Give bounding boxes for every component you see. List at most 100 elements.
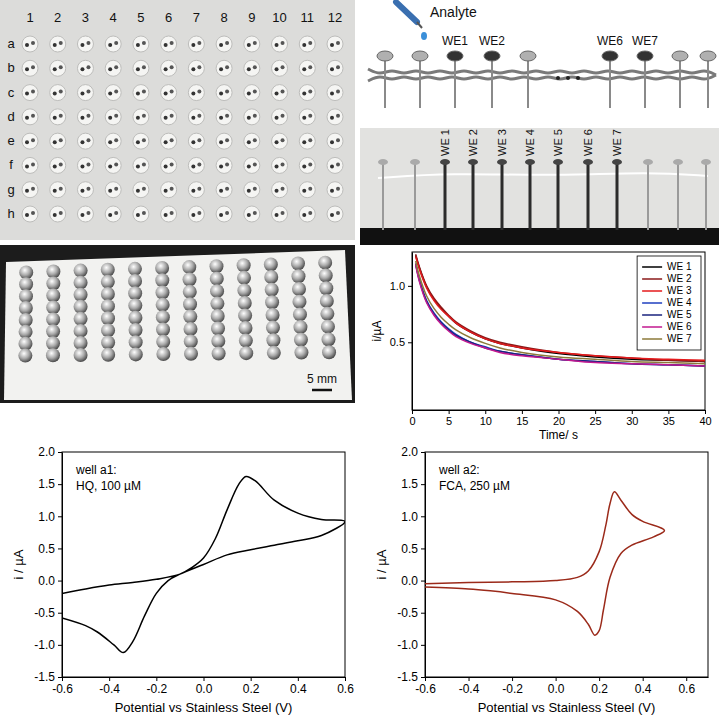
electrode-label: WE 4 [524,129,536,156]
y-tick: 2.0 [401,445,425,459]
line-chart: 05101520253035400.51.0Time/ si/µAWE 1WE … [370,252,711,442]
shiny-well [46,336,60,350]
y-axis: 0.51.0 [390,253,413,411]
shiny-well [156,322,170,336]
electrode-dot [281,41,285,45]
shiny-well [182,260,196,274]
x-tick-label: -0.2 [502,682,523,696]
well [299,133,315,149]
well [105,36,121,52]
x-tick-label: 0.0 [548,682,565,696]
electrode-dot [191,189,195,193]
y-tick-mark [421,484,425,485]
well [299,206,315,222]
shiny-well [322,345,336,359]
x-axis: 0510152025303540 [409,410,711,427]
electrode-dot [170,187,174,191]
well [299,36,315,52]
electrode-dot [53,116,57,120]
legend-swatch [642,338,662,340]
y-tick: -0.5 [34,606,62,620]
shiny-well [210,272,224,286]
electrode-dot [136,164,140,168]
pin-head [525,159,535,165]
column-label: 6 [165,10,172,25]
electrode-dot [86,187,90,191]
shiny-well [211,309,225,323]
x-tick-label: 0.6 [337,682,354,696]
y-tick: 0.5 [390,336,412,348]
shiny-well [129,323,143,337]
photo-background [360,128,719,245]
pin [491,56,493,108]
y-tick: -0.5 [397,606,425,620]
y-tick-label: 2.0 [38,445,55,459]
row-label: h [7,206,14,221]
electrode-dot [281,65,285,69]
electrode-dot [219,213,223,217]
electrode-dot [330,213,334,217]
electrode-dot [275,140,279,144]
shiny-well [294,346,308,360]
electrode-dot [219,43,223,47]
shiny-well [129,347,143,361]
electrode-dot [275,213,279,217]
shiny-well [320,307,334,321]
pin [677,162,679,230]
y-tick-mark [421,581,425,582]
electrode-dot [53,92,57,96]
y-tick: 1.5 [401,477,425,491]
shiny-well [211,334,225,348]
row-label: a [7,36,15,51]
x-tick-mark [522,410,523,414]
pin-head [378,159,388,165]
pin [444,162,447,230]
shiny-well [321,320,335,334]
x-tick: 0 [409,410,415,427]
y-tick: 1.0 [38,510,62,524]
pin [414,162,416,230]
electrode-dot [225,65,229,69]
electrode-dot [170,138,174,142]
well [161,182,177,198]
pin [454,56,456,108]
electrode-dot [164,213,168,217]
shiny-well [183,310,197,324]
shiny-well [294,333,308,347]
electrode-dot [136,92,140,96]
electrode-dot [308,90,312,94]
electrode-dot [164,116,168,120]
electrode-dot [247,43,251,47]
well [133,182,149,198]
x-tick: -0.6 [415,677,436,696]
pin-head [672,51,688,61]
plot-frame [425,452,708,677]
electrode-dot [25,189,29,193]
electrode-dot [247,213,251,217]
pin [472,162,475,230]
x-tick-label: 25 [590,415,602,427]
electrode-dot [302,43,306,47]
pin-head [412,51,428,61]
x-tick: 0.2 [243,677,260,696]
x-tick-label: 0.4 [635,682,652,696]
electrode-dot [336,65,340,69]
well [244,182,260,198]
well [50,60,66,76]
y-tick-label: 1.5 [38,477,55,491]
x-tick: 0.6 [337,677,354,696]
pin-head [440,159,450,165]
shiny-well [210,297,224,311]
wire [378,173,708,178]
x-tick: -0.6 [52,677,73,696]
y-tick: 0.5 [38,542,62,556]
x-tick-label: 35 [663,415,675,427]
electrode-label: WE1 [442,34,468,48]
x-tick-mark [62,677,63,681]
y-tick-mark [421,613,425,614]
electrode-dot [197,114,201,118]
electrode-dot [225,211,229,215]
legend-label: WE 5 [667,309,692,320]
well [327,157,343,173]
well [105,157,121,173]
